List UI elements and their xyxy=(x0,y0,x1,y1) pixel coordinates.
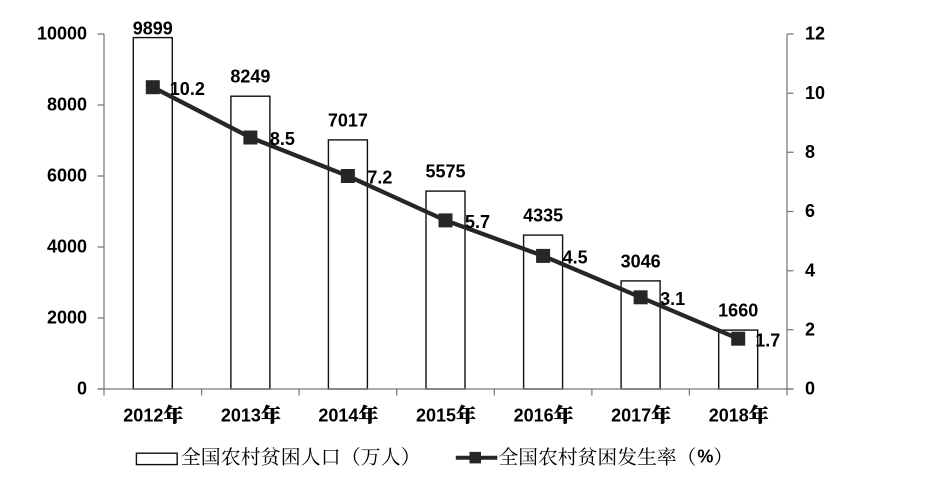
svg-text:2014: 2014 xyxy=(318,405,358,425)
svg-text:8: 8 xyxy=(805,142,815,162)
svg-text:0: 0 xyxy=(77,379,87,399)
svg-text:3046: 3046 xyxy=(621,251,661,271)
svg-text:7017: 7017 xyxy=(328,111,368,131)
svg-text:1.7: 1.7 xyxy=(755,330,780,350)
svg-text:8249: 8249 xyxy=(230,67,270,87)
svg-text:6: 6 xyxy=(805,201,815,221)
svg-text:5575: 5575 xyxy=(425,162,465,182)
svg-text:2016: 2016 xyxy=(514,405,554,425)
svg-text:2: 2 xyxy=(805,319,815,339)
svg-text:4.5: 4.5 xyxy=(563,247,588,267)
svg-text:4000: 4000 xyxy=(47,237,87,257)
svg-text:0: 0 xyxy=(805,379,815,399)
svg-text:10.2: 10.2 xyxy=(170,79,205,99)
svg-text:8.5: 8.5 xyxy=(270,129,295,149)
svg-text:4: 4 xyxy=(805,260,815,280)
svg-text:%: % xyxy=(697,447,713,467)
svg-text:2018: 2018 xyxy=(709,405,749,425)
svg-text:2017: 2017 xyxy=(611,405,651,425)
svg-text:4335: 4335 xyxy=(523,206,563,226)
svg-text:1660: 1660 xyxy=(718,301,758,321)
svg-text:10: 10 xyxy=(805,83,825,103)
svg-text:3.1: 3.1 xyxy=(660,289,685,309)
svg-text:12: 12 xyxy=(805,24,825,44)
svg-text:2013: 2013 xyxy=(221,405,261,425)
svg-text:10000: 10000 xyxy=(37,24,87,44)
svg-text:5.7: 5.7 xyxy=(465,212,490,232)
svg-text:2015: 2015 xyxy=(416,405,456,425)
svg-text:2000: 2000 xyxy=(47,308,87,328)
svg-text:2012: 2012 xyxy=(123,405,163,425)
svg-text:8000: 8000 xyxy=(47,95,87,115)
svg-text:9899: 9899 xyxy=(133,19,173,39)
svg-text:6000: 6000 xyxy=(47,166,87,186)
svg-text:7.2: 7.2 xyxy=(367,168,392,188)
